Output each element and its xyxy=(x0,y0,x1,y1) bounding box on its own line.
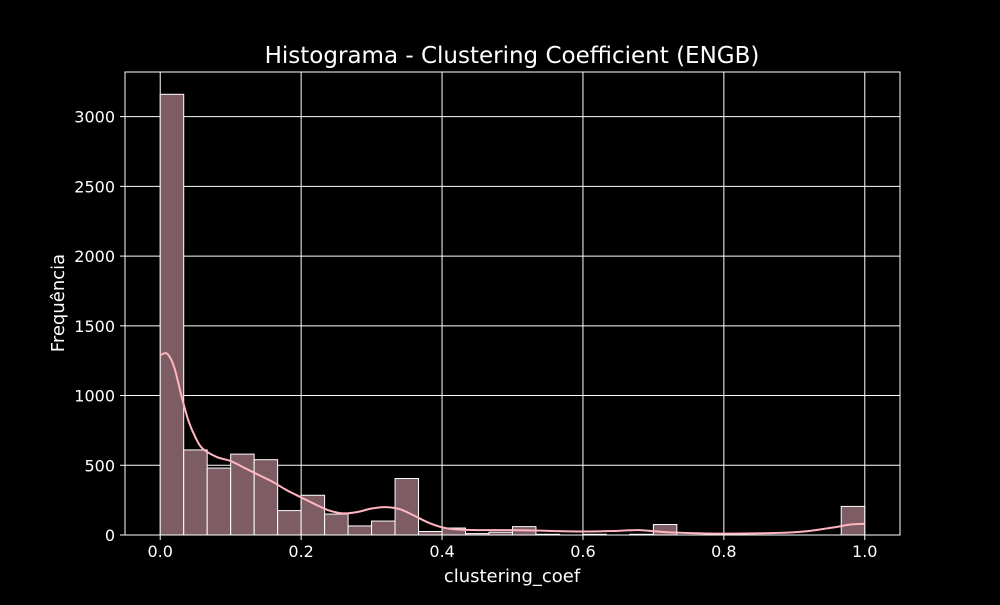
histogram-bar xyxy=(394,478,420,536)
x-tick-label: 0.2 xyxy=(288,542,313,561)
histogram-bars xyxy=(159,93,866,536)
y-tick-label: 1500 xyxy=(74,317,115,336)
y-axis-ticks: 0 500 1000 1500 2000 2500 3000 xyxy=(74,108,125,545)
kde-curve xyxy=(159,352,865,535)
histogram-bar xyxy=(371,520,396,536)
y-axis-label: Frequência xyxy=(48,254,69,352)
y-tick-label: 1000 xyxy=(74,387,115,406)
x-tick-label: 1.0 xyxy=(852,542,877,561)
histogram-bar xyxy=(206,467,232,536)
y-tick-label: 3000 xyxy=(74,108,115,127)
grid xyxy=(125,72,900,536)
histogram-bar xyxy=(840,505,866,536)
histogram-bar xyxy=(277,510,302,536)
histogram-bar xyxy=(324,513,349,536)
histogram-bar xyxy=(183,449,208,536)
histogram-bar xyxy=(253,459,279,536)
plot-frame xyxy=(124,71,901,536)
x-tick-label: 0.4 xyxy=(429,542,454,561)
x-axis-label: clustering_coef xyxy=(444,566,581,587)
x-tick-label: 0.6 xyxy=(570,542,595,561)
y-tick-label: 2000 xyxy=(74,247,115,266)
histogram-bar xyxy=(418,531,443,536)
x-tick-label: 0.8 xyxy=(711,542,736,561)
chart-title: Histograma - Clustering Coefficient (ENG… xyxy=(265,43,760,69)
histogram-bar xyxy=(347,525,373,536)
y-tick-label: 500 xyxy=(84,456,115,475)
y-tick-label: 0 xyxy=(105,526,115,545)
histogram-bar xyxy=(159,93,185,536)
histogram-bar xyxy=(300,494,326,536)
x-axis-ticks: 0.0 0.2 0.4 0.6 0.8 1.0 xyxy=(148,535,877,561)
y-tick-label: 2500 xyxy=(74,177,115,196)
x-tick-label: 0.0 xyxy=(148,542,173,561)
kde-curve-layer xyxy=(159,352,865,535)
